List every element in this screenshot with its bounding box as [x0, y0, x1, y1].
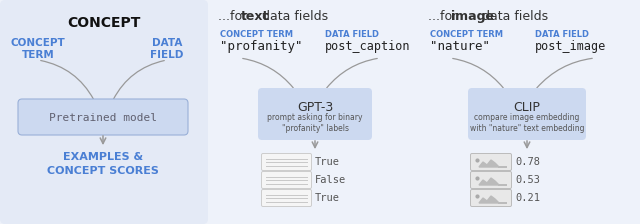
FancyBboxPatch shape — [470, 172, 511, 189]
Text: ...for: ...for — [428, 10, 461, 23]
Polygon shape — [479, 178, 507, 185]
FancyBboxPatch shape — [468, 88, 586, 140]
Text: Pretrained model: Pretrained model — [49, 113, 157, 123]
FancyBboxPatch shape — [258, 88, 372, 140]
Text: data fields: data fields — [478, 10, 548, 23]
Text: EXAMPLES &
CONCEPT SCORES: EXAMPLES & CONCEPT SCORES — [47, 152, 159, 176]
FancyBboxPatch shape — [470, 153, 511, 170]
Polygon shape — [479, 160, 507, 167]
FancyBboxPatch shape — [0, 0, 208, 224]
Text: CLIP: CLIP — [513, 101, 540, 114]
Text: True: True — [315, 193, 340, 203]
Text: 0.78: 0.78 — [515, 157, 540, 167]
FancyBboxPatch shape — [262, 190, 312, 207]
Text: DATA FIELD: DATA FIELD — [325, 30, 379, 39]
Text: CONCEPT TERM: CONCEPT TERM — [220, 30, 293, 39]
Text: post_image: post_image — [535, 40, 606, 53]
Text: compare image embedding
with "nature" text embedding: compare image embedding with "nature" te… — [470, 113, 584, 133]
Text: True: True — [315, 157, 340, 167]
Text: image: image — [451, 10, 494, 23]
Text: DATA FIELD: DATA FIELD — [535, 30, 589, 39]
Text: DATA
FIELD: DATA FIELD — [150, 38, 184, 60]
Text: False: False — [315, 175, 346, 185]
Text: 0.21: 0.21 — [515, 193, 540, 203]
FancyBboxPatch shape — [470, 190, 511, 207]
Text: 0.53: 0.53 — [515, 175, 540, 185]
Text: "profanity": "profanity" — [220, 40, 303, 53]
Text: CONCEPT: CONCEPT — [67, 16, 141, 30]
FancyBboxPatch shape — [262, 153, 312, 170]
Text: "nature": "nature" — [430, 40, 490, 53]
Text: data fields: data fields — [258, 10, 328, 23]
Text: text: text — [241, 10, 269, 23]
Text: GPT-3: GPT-3 — [297, 101, 333, 114]
Text: CONCEPT TERM: CONCEPT TERM — [430, 30, 503, 39]
Polygon shape — [479, 196, 507, 203]
Text: ...for: ...for — [218, 10, 252, 23]
Text: post_caption: post_caption — [325, 40, 410, 53]
Text: CONCEPT
TERM: CONCEPT TERM — [11, 38, 65, 60]
FancyBboxPatch shape — [262, 172, 312, 189]
Text: prompt asking for binary
"profanity" labels: prompt asking for binary "profanity" lab… — [268, 113, 363, 133]
FancyBboxPatch shape — [18, 99, 188, 135]
